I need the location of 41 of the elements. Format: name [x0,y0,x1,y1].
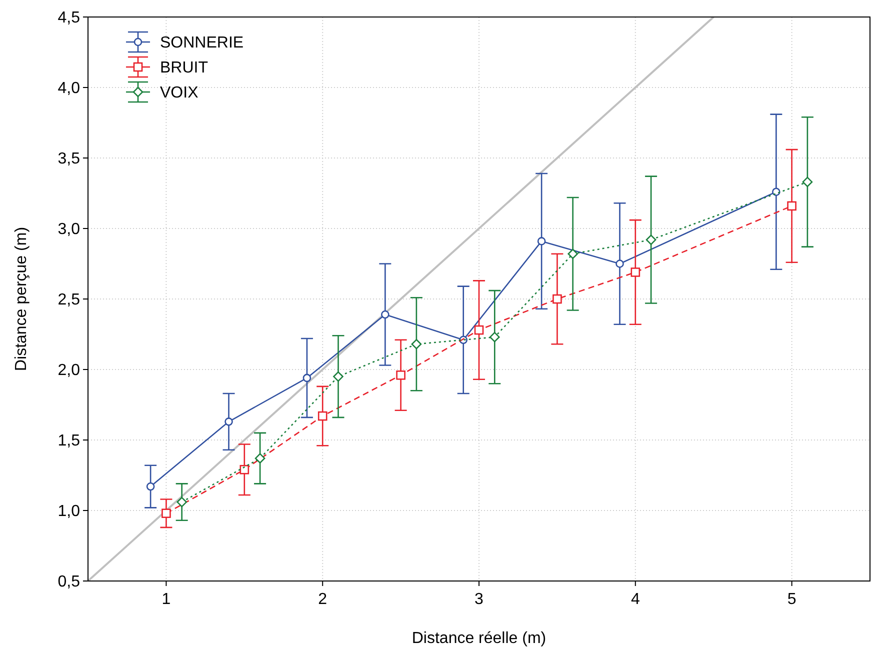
x-axis-title: Distance réelle (m) [412,630,546,647]
point [802,176,813,188]
point [537,237,546,246]
point [333,371,344,382]
legend-label: BRUIT [160,60,208,77]
y-axis-title: Distance perçue (m) [13,226,30,372]
point [302,374,312,382]
y-tick-label: 2,5 [58,292,80,309]
legend-label: SONNERIE [160,34,244,52]
x-tick-label: 5 [787,591,796,608]
point [240,464,250,474]
x-tick-label: 3 [474,591,484,608]
point [176,496,187,508]
y-tick-label: 0,5 [58,574,80,591]
x-tick-label: 1 [162,591,171,608]
point [318,411,328,421]
legend-label: VOIX [160,84,199,102]
x-tick-label: 2 [318,591,328,608]
point [224,418,233,426]
point [568,248,578,260]
point [616,260,624,268]
y-tick-label: 4,0 [58,80,80,98]
point [162,508,171,518]
y-tick-label: 3,5 [58,150,80,168]
point [787,201,796,211]
y-tick-label: 2,0 [58,362,80,380]
point [552,294,562,304]
point [146,482,155,491]
x-tick-label: 4 [630,591,640,608]
y-tick-label: 1,5 [58,432,80,450]
point [411,338,422,350]
point [646,234,656,245]
point [254,453,266,464]
y-tick-label: 1,0 [58,503,80,520]
point [474,325,484,335]
point [396,370,406,380]
point [489,332,500,342]
point [630,268,640,277]
point [381,310,390,319]
y-tick-label: 4,5 [58,10,80,27]
y-tick-label: 3,0 [58,221,80,238]
